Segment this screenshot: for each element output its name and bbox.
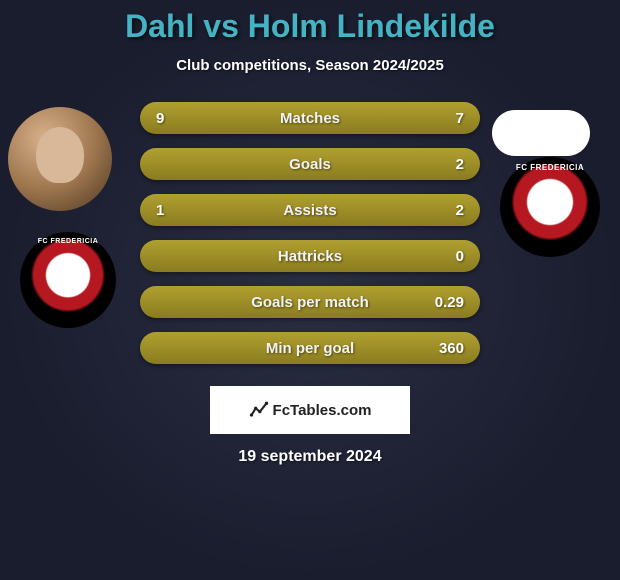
stat-label: Goals bbox=[289, 156, 331, 173]
watermark-badge: FcTables.com bbox=[210, 386, 410, 434]
stat-row-assists: 1 Assists 2 bbox=[140, 194, 480, 226]
crest-right-text: FC FREDERICIA bbox=[516, 163, 584, 172]
stat-right-value: 360 bbox=[439, 340, 464, 357]
subtitle: Club competitions, Season 2024/2025 bbox=[0, 57, 620, 74]
stat-right-value: 0.29 bbox=[435, 294, 464, 311]
comparison-card: Dahl vs Holm Lindekilde Club competition… bbox=[0, 0, 620, 580]
stat-right-value: 0 bbox=[456, 248, 464, 265]
stat-right-value: 2 bbox=[456, 156, 464, 173]
stats-column: 9 Matches 7 Goals 2 1 Assists 2 Hattrick… bbox=[140, 102, 480, 364]
stat-right-value: 2 bbox=[456, 202, 464, 219]
player-right-crest: FC FREDERICIA bbox=[500, 157, 600, 257]
watermark-text: FcTables.com bbox=[273, 402, 372, 419]
stat-right-value: 7 bbox=[456, 110, 464, 127]
stats-wrap: FC FREDERICIA FC FREDERICIA 9 Matches 7 … bbox=[0, 102, 620, 364]
stat-row-hattricks: Hattricks 0 bbox=[140, 240, 480, 272]
crest-left-text: FC FREDERICIA bbox=[38, 238, 99, 245]
stat-label: Assists bbox=[283, 202, 336, 219]
stat-label: Min per goal bbox=[266, 340, 354, 357]
stat-row-goals: Goals 2 bbox=[140, 148, 480, 180]
stat-label: Hattricks bbox=[278, 248, 342, 265]
player-left-crest: FC FREDERICIA bbox=[20, 232, 116, 328]
player-right-avatar bbox=[492, 110, 590, 156]
stat-label: Goals per match bbox=[251, 294, 369, 311]
stat-left-value: 1 bbox=[156, 202, 164, 219]
chart-icon bbox=[249, 400, 269, 420]
page-title: Dahl vs Holm Lindekilde bbox=[0, 8, 620, 45]
stat-row-goals-per-match: Goals per match 0.29 bbox=[140, 286, 480, 318]
stat-row-min-per-goal: Min per goal 360 bbox=[140, 332, 480, 364]
stat-left-value: 9 bbox=[156, 110, 164, 127]
player-left-avatar bbox=[8, 107, 112, 211]
date-line: 19 september 2024 bbox=[0, 448, 620, 466]
stat-row-matches: 9 Matches 7 bbox=[140, 102, 480, 134]
stat-label: Matches bbox=[280, 110, 340, 127]
